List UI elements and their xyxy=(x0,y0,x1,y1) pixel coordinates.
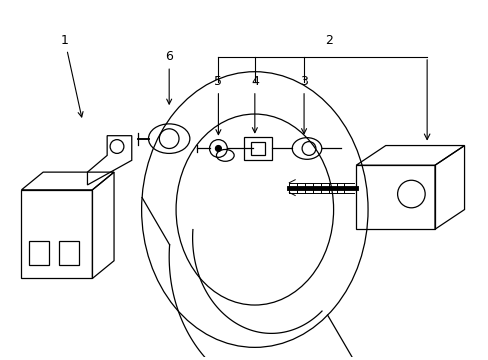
Text: 6: 6 xyxy=(165,50,173,104)
Text: 1: 1 xyxy=(61,34,83,117)
Text: 4: 4 xyxy=(250,75,258,132)
Bar xyxy=(244,137,271,160)
Text: 2: 2 xyxy=(324,34,332,47)
Circle shape xyxy=(215,145,221,152)
Text: 5: 5 xyxy=(214,75,222,135)
Bar xyxy=(59,241,79,265)
Text: 3: 3 xyxy=(300,75,307,134)
Bar xyxy=(29,241,49,265)
Bar xyxy=(250,141,264,156)
